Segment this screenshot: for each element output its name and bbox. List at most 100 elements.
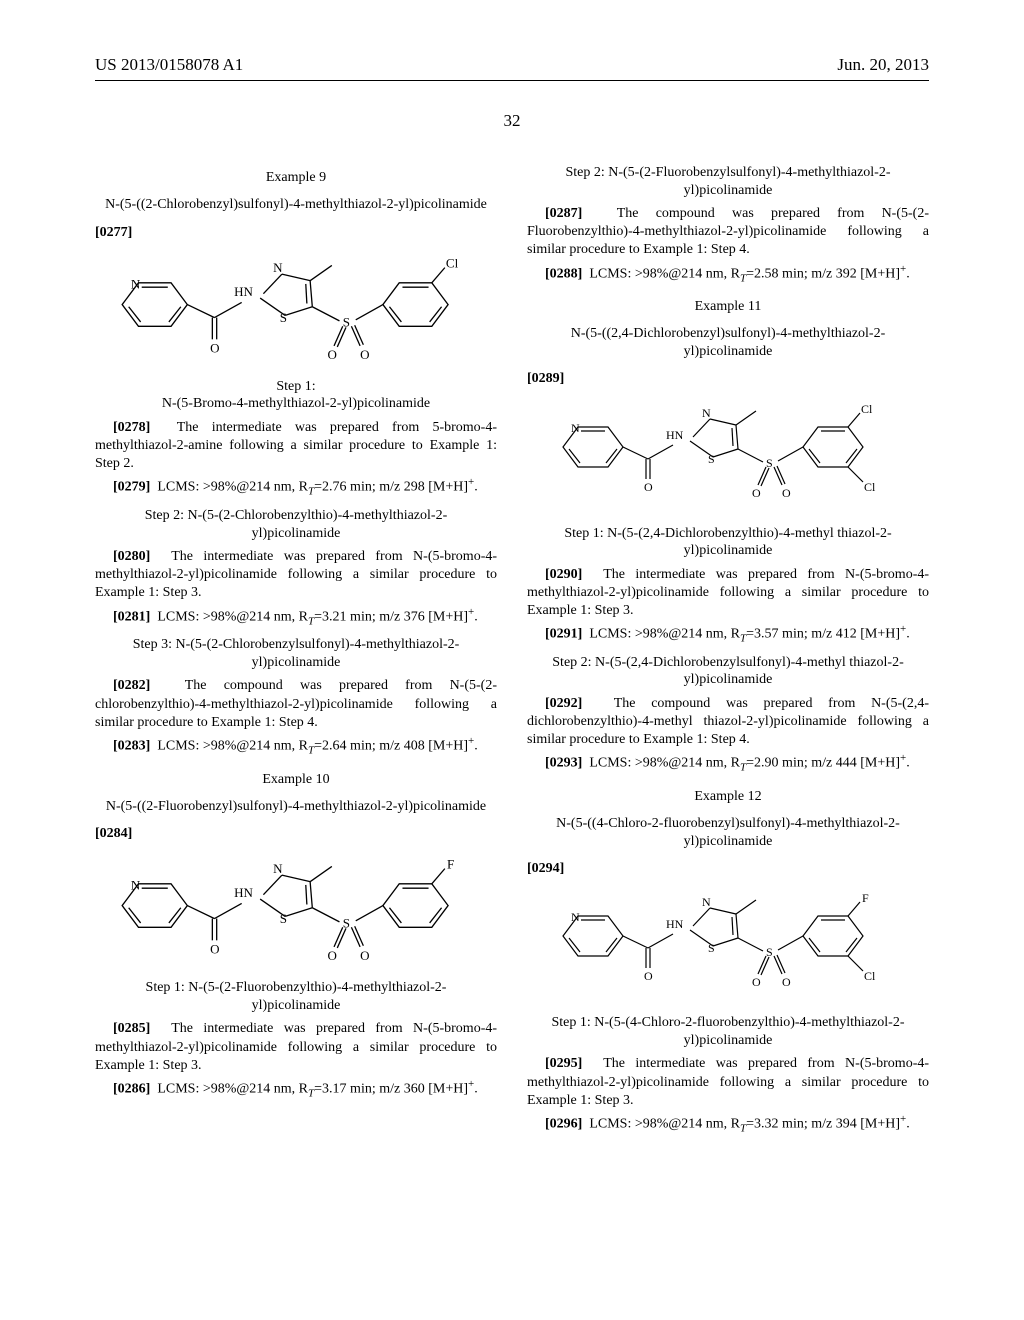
para-0284: [0284] bbox=[95, 825, 497, 843]
para-text: The intermediate was prepared from 5-bro… bbox=[95, 420, 497, 471]
header-rule bbox=[95, 80, 929, 81]
para-text: LCMS: >98%@214 nm, R bbox=[589, 1117, 740, 1132]
para-text: LCMS: >98%@214 nm, R bbox=[589, 266, 740, 281]
atom-n: N bbox=[131, 276, 141, 291]
atom-o1: O bbox=[644, 969, 653, 983]
para-num: [0291] bbox=[545, 627, 582, 642]
para-text: . bbox=[906, 266, 910, 281]
para-num: [0288] bbox=[545, 266, 582, 281]
ex10-step2-title: Step 2: N-(5-(2-Fluorobenzylsulfonyl)-4-… bbox=[537, 164, 919, 199]
example-10-name: N-(5-((2-Fluorobenzyl)sulfonyl)-4-methyl… bbox=[105, 798, 487, 816]
atom-o2: O bbox=[752, 975, 761, 989]
para-num: [0286] bbox=[113, 1082, 150, 1097]
para-text: . bbox=[906, 756, 910, 771]
atom-hn: HN bbox=[234, 885, 253, 900]
para-text: LCMS: >98%@214 nm, R bbox=[157, 609, 308, 624]
page-number: 32 bbox=[0, 111, 1024, 131]
para-text: LCMS: >98%@214 nm, R bbox=[157, 1082, 308, 1097]
para-text: The intermediate was prepared from N-(5-… bbox=[95, 1021, 497, 1072]
para-text: =3.17 min; m/z 360 [M+H] bbox=[314, 1082, 468, 1097]
para-num: [0278] bbox=[113, 420, 150, 435]
para-0278: [0278] The intermediate was prepared fro… bbox=[95, 419, 497, 474]
para-0277: [0277] bbox=[95, 224, 497, 242]
ex11-step1-title: Step 1: N-(5-(2,4-Dichlorobenzylthio)-4-… bbox=[537, 525, 919, 560]
para-num: [0287] bbox=[545, 206, 582, 221]
para-text: =3.32 min; m/z 394 [M+H] bbox=[746, 1117, 900, 1132]
para-num: [0292] bbox=[545, 696, 582, 711]
para-num: [0293] bbox=[545, 756, 582, 771]
atom-n2: N bbox=[702, 895, 711, 909]
para-text: . bbox=[474, 609, 478, 624]
atom-s2: S bbox=[766, 945, 773, 959]
page-header: US 2013/0158078 A1 Jun. 20, 2013 bbox=[0, 0, 1024, 75]
atom-n: N bbox=[131, 878, 141, 893]
para-text: =2.76 min; m/z 298 [M+H] bbox=[314, 480, 468, 495]
atom-n: N bbox=[571, 421, 580, 435]
atom-o1: O bbox=[644, 480, 653, 494]
para-text: . bbox=[906, 627, 910, 642]
ex9-step1-title: Step 1:N-(5-Bromo-4-methylthiazol-2-yl)p… bbox=[105, 378, 487, 413]
para-num: [0285] bbox=[113, 1021, 150, 1036]
para-text: The intermediate was prepared from N-(5-… bbox=[95, 549, 497, 600]
para-text: The compound was prepared from N-(5-(2-F… bbox=[527, 206, 929, 257]
para-num: [0295] bbox=[545, 1056, 582, 1071]
para-num: [0284] bbox=[95, 826, 132, 841]
para-text: =2.90 min; m/z 444 [M+H] bbox=[746, 756, 900, 771]
atom-s1: S bbox=[708, 452, 715, 466]
para-0293: [0293] LCMS: >98%@214 nm, RT=2.90 min; m… bbox=[527, 751, 929, 775]
atom-cl1: Cl bbox=[861, 402, 873, 416]
para-text: The compound was prepared from N-(5-(2,4… bbox=[527, 696, 929, 747]
para-0282: [0282] The compound was prepared from N-… bbox=[95, 677, 497, 732]
atom-hn: HN bbox=[666, 428, 684, 442]
para-num: [0277] bbox=[95, 225, 132, 240]
para-text: =3.21 min; m/z 376 [M+H] bbox=[314, 609, 468, 624]
atom-cl: Cl bbox=[446, 255, 459, 270]
para-text: The intermediate was prepared from N-(5-… bbox=[527, 1056, 929, 1107]
atom-o2: O bbox=[328, 347, 337, 362]
para-num: [0294] bbox=[527, 861, 564, 876]
atom-hn: HN bbox=[666, 917, 684, 931]
ex10-step1-title: Step 1: N-(5-(2-Fluorobenzylthio)-4-meth… bbox=[105, 979, 487, 1014]
atom-s1: S bbox=[280, 310, 287, 325]
para-num: [0283] bbox=[113, 739, 150, 754]
para-num: [0289] bbox=[527, 371, 564, 386]
atom-n2: N bbox=[273, 861, 283, 876]
para-text: The compound was prepared from N-(5-(2-c… bbox=[95, 678, 497, 729]
para-text: =2.64 min; m/z 408 [M+H] bbox=[314, 739, 468, 754]
example-9-name: N-(5-((2-Chlorobenzyl)sulfonyl)-4-methyl… bbox=[105, 196, 487, 214]
atom-n2: N bbox=[273, 260, 283, 275]
ex9-step3-title: Step 3: N-(5-(2-Chlorobenzylsulfonyl)-4-… bbox=[105, 636, 487, 671]
structure-ex9: N HN N S S O O O Cl bbox=[95, 250, 497, 370]
example-11-name: N-(5-((2,4-Dichlorobenzyl)sulfonyl)-4-me… bbox=[537, 325, 919, 360]
left-column: Example 9 N-(5-((2-Chlorobenzyl)sulfonyl… bbox=[95, 156, 497, 1138]
atom-s1: S bbox=[708, 941, 715, 955]
example-12-title: Example 12 bbox=[527, 789, 929, 805]
para-0285: [0285] The intermediate was prepared fro… bbox=[95, 1020, 497, 1075]
para-text: The intermediate was prepared from N-(5-… bbox=[527, 567, 929, 618]
example-9-title: Example 9 bbox=[95, 170, 497, 186]
para-num: [0290] bbox=[545, 567, 582, 582]
example-12-name: N-(5-((4-Chloro-2-fluorobenzyl)sulfonyl)… bbox=[537, 815, 919, 850]
atom-hn: HN bbox=[234, 284, 253, 299]
para-text: LCMS: >98%@214 nm, R bbox=[589, 627, 740, 642]
atom-o3: O bbox=[360, 948, 369, 963]
atom-n: N bbox=[571, 910, 580, 924]
structure-ex10: N HN N S S O O O F bbox=[95, 851, 497, 971]
pub-date: Jun. 20, 2013 bbox=[837, 55, 929, 75]
right-column: Step 2: N-(5-(2-Fluorobenzylsulfonyl)-4-… bbox=[527, 156, 929, 1138]
para-0283: [0283] LCMS: >98%@214 nm, RT=2.64 min; m… bbox=[95, 734, 497, 758]
atom-s2: S bbox=[343, 916, 350, 931]
para-text: . bbox=[906, 1117, 910, 1132]
para-num: [0279] bbox=[113, 480, 150, 495]
para-text: LCMS: >98%@214 nm, R bbox=[157, 739, 308, 754]
atom-o3: O bbox=[782, 975, 791, 989]
para-0280: [0280] The intermediate was prepared fro… bbox=[95, 548, 497, 603]
para-text: . bbox=[474, 739, 478, 754]
para-num: [0280] bbox=[113, 549, 150, 564]
para-text: =2.58 min; m/z 392 [M+H] bbox=[746, 266, 900, 281]
ex12-step1-title: Step 1: N-(5-(4-Chloro-2-fluorobenzylthi… bbox=[537, 1014, 919, 1049]
para-num: [0282] bbox=[113, 678, 150, 693]
example-10-title: Example 10 bbox=[95, 772, 497, 788]
para-0294: [0294] bbox=[527, 860, 929, 878]
para-0281: [0281] LCMS: >98%@214 nm, RT=3.21 min; m… bbox=[95, 605, 497, 629]
